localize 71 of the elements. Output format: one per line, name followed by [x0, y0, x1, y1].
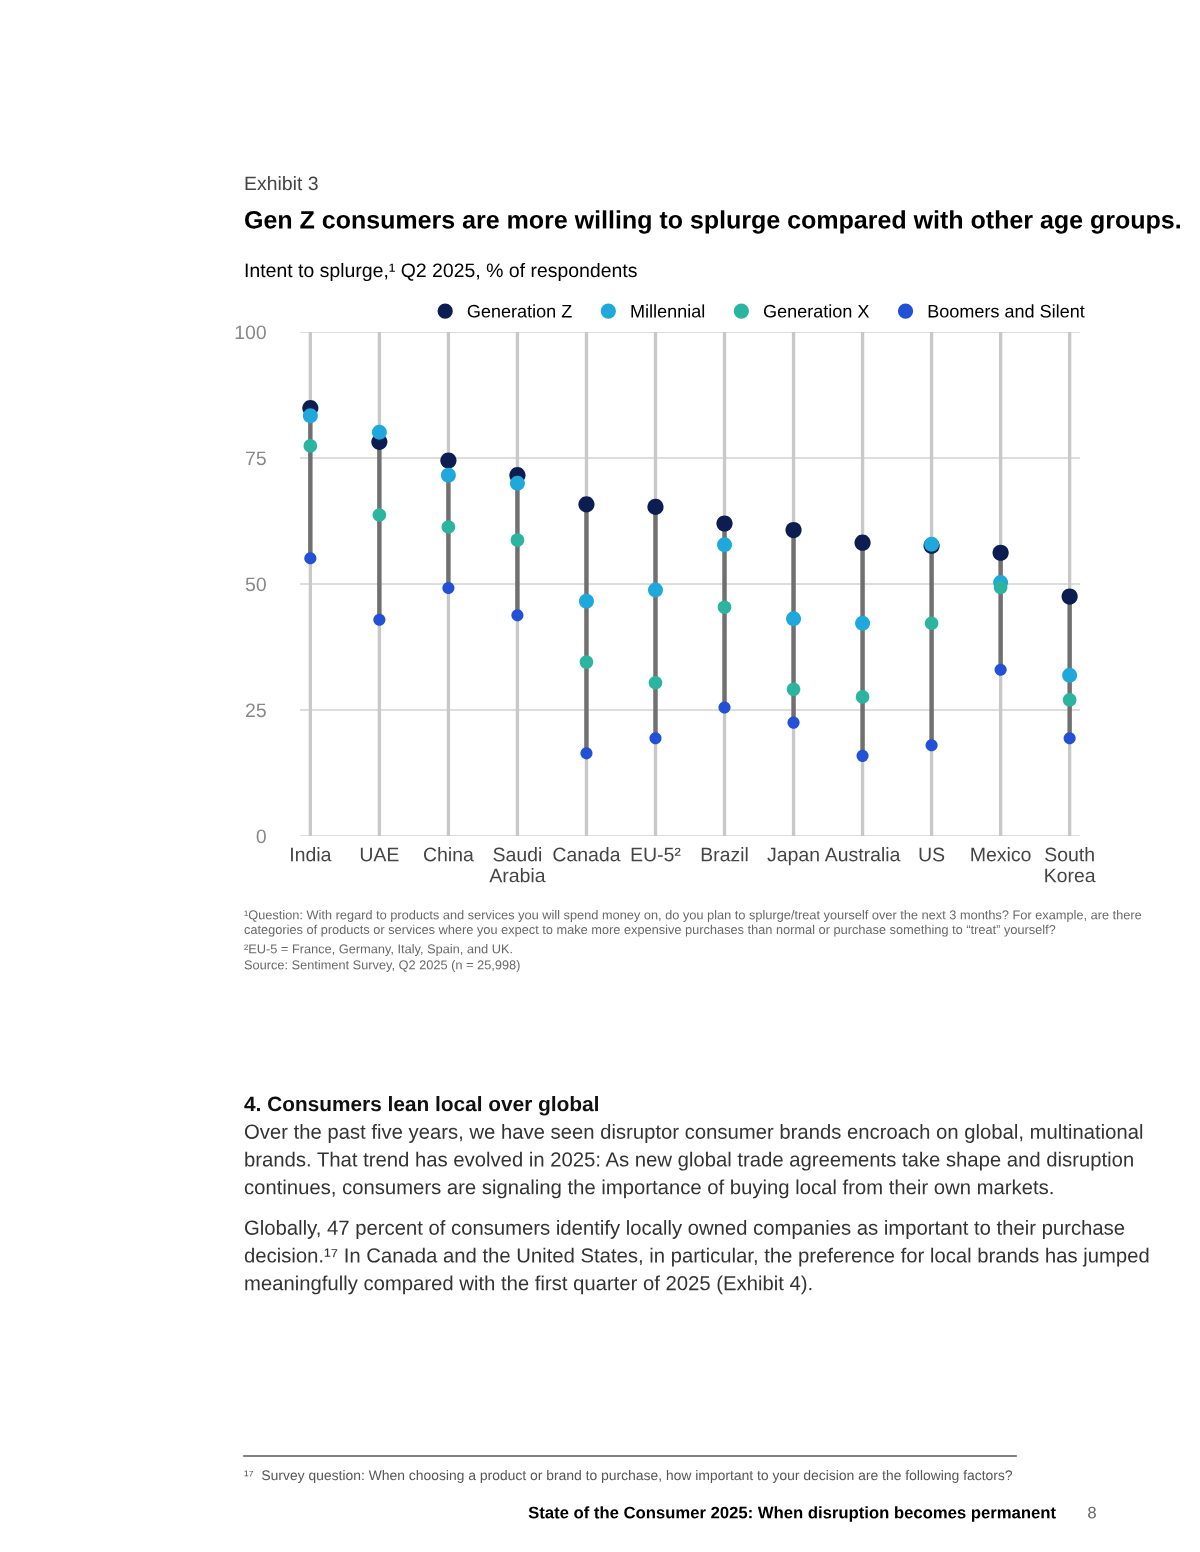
- point: [994, 663, 1007, 676]
- point: [924, 616, 939, 631]
- point: [856, 749, 869, 762]
- chart-title: Gen Z consumers are more willing to splurge compared with other age groups.: [245, 210, 1180, 234]
- point: [992, 544, 1009, 561]
- point: [648, 582, 663, 598]
- x-tick-label: India: [291, 847, 332, 862]
- point: [787, 716, 800, 729]
- x-tick-label: Japan: [767, 847, 819, 866]
- y-tick-label: 100: [235, 325, 266, 340]
- point: [647, 498, 664, 515]
- point: [441, 520, 456, 534]
- point: [440, 452, 457, 469]
- chart-subtitle: Intent to splurge,¹ Q2 2025, % of respondents: [245, 262, 637, 282]
- text: State of the Consumer 2025: When disruption becomes permanent: [528, 1506, 1056, 1522]
- point: [371, 424, 387, 440]
- legend-label: Generation Z: [467, 304, 572, 318]
- x-tick-label: Mexico: [971, 847, 1031, 862]
- point: [580, 747, 593, 760]
- point: [993, 580, 1008, 595]
- point: [1062, 693, 1077, 707]
- point: [303, 439, 318, 453]
- x-tick-label: Brazil: [701, 847, 748, 862]
- x-tick-label: UAE: [360, 847, 399, 862]
- y-tick-label: 50: [245, 577, 266, 592]
- text: Globally, 47 percent of consumers identify locally owned companies as important to their purchase decision.¹⁷ In Canada and the United States, in particular, the preference for local brands has jumped meaningfully compared with the first quarter of 2025 (Exhibit 4).: [244, 1220, 1149, 1295]
- point: [509, 475, 525, 491]
- point: [510, 533, 525, 547]
- x-tick-label: China: [423, 847, 474, 862]
- point: [440, 467, 456, 483]
- point: [579, 655, 594, 669]
- point: [648, 675, 663, 690]
- point: [302, 408, 318, 424]
- y-tick-label: 75: [246, 451, 266, 466]
- point: [1062, 667, 1078, 683]
- x-tick-label: South Korea: [1045, 847, 1096, 883]
- legend-label: Boomers and Silent: [928, 304, 1085, 318]
- x-tick-label: Canada: [553, 847, 621, 862]
- point: [718, 701, 731, 714]
- x-tick-label: US: [919, 847, 945, 862]
- point: [1061, 588, 1078, 605]
- legend-label: Millennial: [631, 304, 705, 318]
- text: Exhibit 3: [245, 176, 318, 191]
- point: [442, 581, 455, 595]
- point: [785, 521, 802, 539]
- point: [925, 739, 938, 752]
- point: [372, 508, 387, 522]
- point: [511, 609, 524, 622]
- text: 4. Consumers lean local over global: [244, 1096, 598, 1116]
- point: [786, 682, 801, 697]
- point: [304, 552, 317, 565]
- text: 8: [1088, 1506, 1096, 1519]
- point: [373, 613, 386, 626]
- point: [854, 534, 871, 551]
- legend-label: Generation X: [763, 304, 870, 318]
- point: [1063, 732, 1076, 745]
- text: Over the past five years, we have seen disruptor consumer brands encroach on global, multinational brands. That trend has evolved in 2025: As new global trade agreements take shape and disruption continues, consumers are signaling the importance of buying local from their own markets.: [244, 1124, 1143, 1199]
- x-tick-label: Saudi Arabia: [489, 847, 546, 883]
- y-tick-label: 0: [256, 829, 266, 844]
- y-tick-label: 25: [246, 703, 266, 718]
- point: [649, 732, 662, 745]
- point: [578, 496, 595, 513]
- point: [855, 690, 870, 704]
- point: [855, 615, 871, 631]
- point: [578, 593, 594, 609]
- point: [786, 611, 802, 627]
- point: [717, 600, 732, 614]
- point: [717, 537, 732, 553]
- point: [716, 515, 733, 532]
- x-tick-label: Australia: [824, 847, 901, 862]
- x-tick-label: EU-5²: [631, 847, 681, 862]
